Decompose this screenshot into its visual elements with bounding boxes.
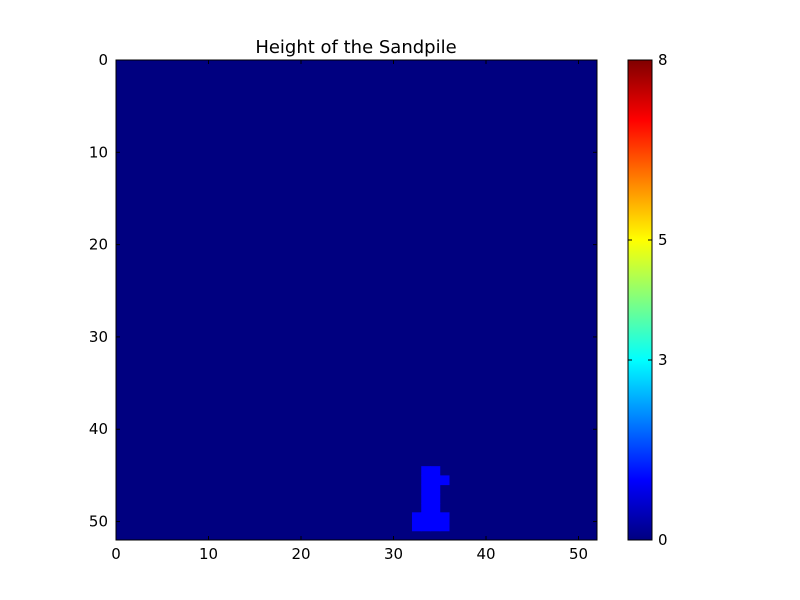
x-tick-label: 50 — [569, 545, 588, 563]
heatmap-cell — [412, 521, 422, 532]
heatmap-cell — [439, 475, 450, 486]
y-tick-label: 0 — [98, 51, 108, 69]
colorbar-gradient — [627, 59, 653, 541]
heatmap-cell — [421, 512, 431, 523]
colorbar-tick-label: 3 — [658, 351, 668, 369]
heatmap-background — [116, 60, 597, 540]
heatmap-cell — [430, 475, 441, 486]
heatmap-cell — [430, 512, 441, 523]
heatmap-cell — [421, 521, 431, 532]
chart-title: Height of the Sandpile — [255, 37, 456, 58]
colorbar-tick-label: 5 — [658, 231, 668, 249]
heatmap-cell — [439, 512, 450, 523]
y-tick-label: 10 — [89, 143, 108, 161]
heatmap-cell — [412, 512, 422, 523]
heatmap-cell — [430, 503, 441, 513]
x-tick-label: 40 — [476, 545, 495, 563]
heatmap-cell — [421, 475, 431, 486]
heatmap-cell — [430, 493, 441, 504]
heatmap-cell — [421, 466, 431, 476]
colorbar-tick-label: 0 — [658, 531, 668, 549]
x-tick-label: 30 — [384, 545, 403, 563]
heatmap-cell — [421, 493, 431, 504]
heatmap-cell — [430, 521, 441, 532]
heatmap-plot — [115, 59, 598, 541]
y-tick-label: 40 — [89, 420, 108, 438]
x-axis: 0 10 20 30 40 50 — [111, 60, 588, 563]
x-tick-label: 0 — [111, 545, 121, 563]
heatmap-cell — [439, 521, 450, 532]
heatmap-cell — [421, 503, 431, 513]
colorbar-tick-label: 8 — [658, 51, 668, 69]
colorbar: 0 3 5 8 — [627, 51, 668, 549]
heatmap-cell — [430, 484, 441, 495]
y-axis: 0 10 20 30 40 50 — [89, 51, 597, 531]
heatmap-cell — [430, 466, 441, 476]
plot-frame — [115, 59, 598, 541]
x-tick-label: 20 — [291, 545, 310, 563]
heatmap-cell — [421, 484, 431, 495]
x-tick-label: 10 — [199, 545, 218, 563]
y-tick-label: 50 — [89, 513, 108, 531]
y-tick-label: 30 — [89, 328, 108, 346]
y-tick-label: 20 — [89, 236, 108, 254]
